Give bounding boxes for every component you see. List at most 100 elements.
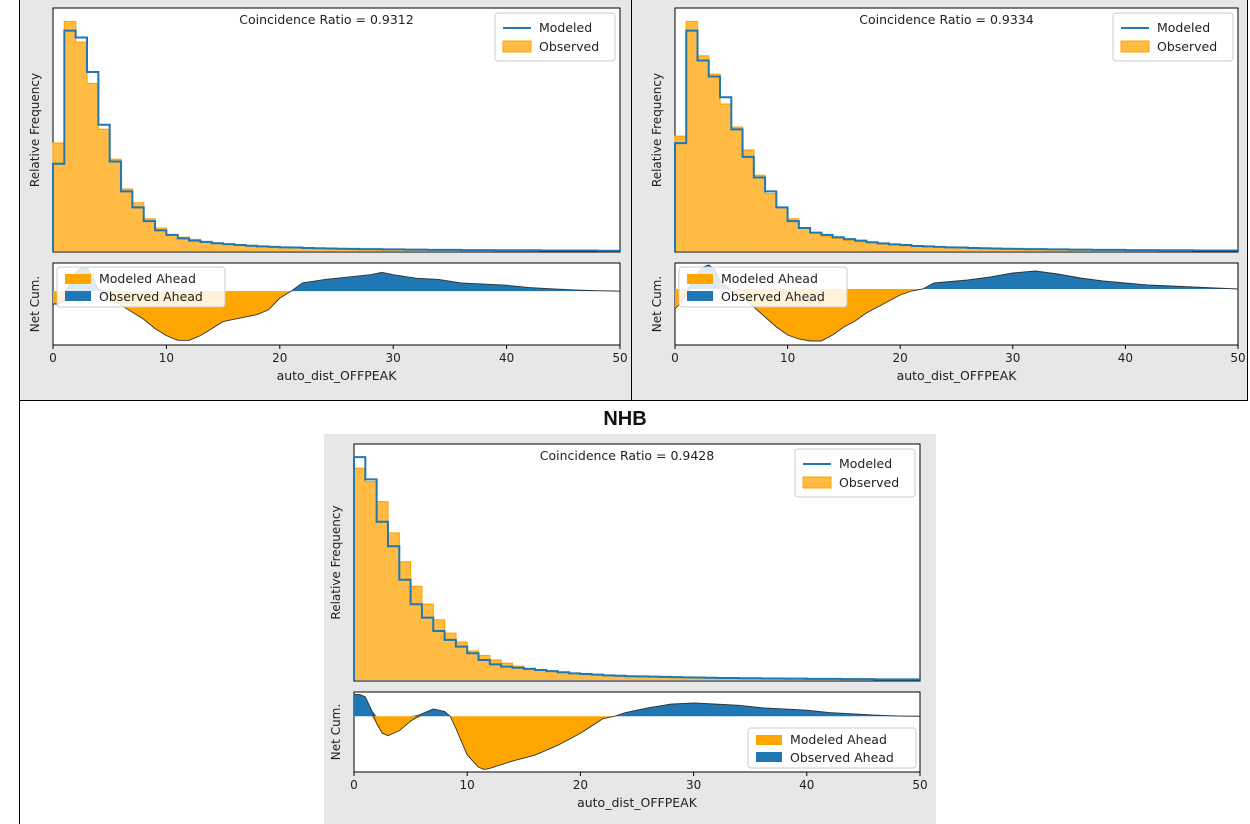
ylabel-net-cum: Net Cum. [329, 704, 343, 760]
coincidence-ratio-label: Coincidence Ratio = 0.9334 [859, 12, 1033, 27]
legend-observed-ahead-swatch [65, 291, 91, 301]
observed-bar [708, 74, 721, 252]
observed-bar [433, 619, 445, 680]
modeled-line [52, 29, 621, 252]
observed-bar [1001, 248, 1014, 251]
x-tick-label: 10 [460, 778, 475, 792]
chart-panel-top-left: Coincidence Ratio = 0.9312 Modeled Observe… [20, 0, 631, 400]
observed-bar [821, 235, 833, 251]
observed-bar [810, 232, 822, 251]
observed-bar [591, 674, 604, 680]
observed-bar [945, 247, 957, 251]
x-tick-label: 30 [1005, 351, 1020, 365]
frame-right-top [1247, 0, 1248, 401]
modeled-ahead-area [354, 716, 920, 770]
chart-svg: Coincidence Ratio = 0.9312 Modeled Observe… [28, 7, 628, 383]
observed-bar [659, 677, 672, 680]
ylabel-net-cum: Net Cum. [650, 276, 664, 332]
chart-svg: Coincidence Ratio = 0.9428 Modeled Observe… [329, 443, 928, 810]
legend-observed-label: Observed [539, 39, 599, 54]
legend-bottom [56, 266, 226, 308]
observed-bar [257, 246, 269, 251]
xlabel-auto-dist-offpeak: auto_dist_OFFPEAK [897, 368, 1018, 383]
legend-modeled-ahead-swatch [756, 735, 782, 745]
xlabel-auto-dist-offpeak: auto_dist_OFFPEAK [277, 368, 398, 383]
observed-bar [704, 677, 717, 680]
observed-bar [365, 481, 377, 680]
observed-bar [455, 642, 468, 680]
observed-bar [776, 207, 788, 251]
observed-bar [421, 604, 434, 680]
legend-modeled-ahead-label: Modeled Ahead [721, 271, 818, 286]
observed-bar [877, 244, 890, 251]
observed-bar [132, 202, 145, 251]
observed-bar [336, 248, 349, 251]
legend-modeled-ahead-label: Modeled Ahead [790, 732, 887, 747]
legend-observed-ahead-swatch [687, 291, 713, 301]
observed-bar [866, 242, 878, 251]
x-tick-label: 0 [350, 778, 358, 792]
ylabel-relative-frequency: Relative Frequency [28, 73, 42, 187]
observed-bar [720, 104, 732, 251]
legend-modeled-label: Modeled [839, 456, 892, 471]
frame-left [19, 0, 20, 824]
modeled-line [674, 29, 1239, 252]
observed-bar [535, 670, 547, 680]
x-tick-label: 40 [499, 351, 514, 365]
observed-bar [569, 673, 581, 680]
legend-modeled-label: Modeled [1157, 20, 1210, 35]
x-tick-label: 20 [893, 351, 908, 365]
observed-bar [580, 674, 593, 680]
observed-bar [557, 672, 570, 680]
observed-bar [731, 127, 743, 251]
observed-bar [410, 586, 423, 680]
observed-bar [467, 651, 479, 680]
legend-observed-ahead-label: Observed Ahead [790, 750, 894, 765]
observed-bar [223, 244, 235, 251]
observed-bar [682, 677, 694, 680]
legend-bottom [747, 727, 917, 769]
legend-bottom [678, 266, 848, 308]
ylabel-net-cum: Net Cum. [28, 276, 42, 332]
observed-bar [268, 246, 281, 251]
legend-observed-label: Observed [1157, 39, 1217, 54]
chart-panel-bottom-center: Coincidence Ratio = 0.9428 Modeled Observe… [324, 434, 936, 824]
observed-bar [501, 663, 513, 680]
observed-bar [686, 21, 698, 251]
observed-bar [727, 678, 740, 680]
chart-panel-top-right: Coincidence Ratio = 0.9334 Modeled Observe… [632, 0, 1247, 400]
observed-bar [716, 677, 728, 680]
observed-ahead-area [53, 267, 620, 292]
observed-bar [675, 136, 687, 251]
legend-observed-ahead-label: Observed Ahead [99, 289, 203, 304]
observed-bar [313, 248, 326, 251]
observed-bar [291, 247, 303, 251]
observed-bar [166, 234, 179, 251]
observed-bar [155, 228, 167, 251]
chart-svg: Coincidence Ratio = 0.9334 Modeled Observe… [650, 7, 1246, 383]
observed-bar [444, 633, 457, 680]
coincidence-ratio-label: Coincidence Ratio = 0.9428 [540, 448, 714, 463]
observed-bar [200, 241, 213, 251]
observed-bar [603, 675, 615, 680]
observed-bar [922, 246, 935, 251]
x-tick-label: 10 [780, 351, 795, 365]
observed-bar [990, 248, 1002, 251]
observed-bar [189, 239, 201, 251]
observed-bar [302, 248, 315, 251]
observed-ahead-area [675, 265, 1238, 289]
observed-bar [956, 247, 969, 251]
observed-bar [211, 242, 224, 251]
observed-bar [637, 676, 649, 680]
legend-observed-swatch [1120, 40, 1150, 53]
observed-bar [399, 561, 411, 680]
legend-modeled-label: Modeled [539, 20, 592, 35]
observed-bar [478, 655, 491, 680]
x-tick-label: 30 [686, 778, 701, 792]
observed-bar [798, 228, 811, 251]
observed-bar [979, 248, 991, 251]
section-title: NHB [603, 408, 647, 430]
ylabel-relative-frequency: Relative Frequency [650, 73, 664, 187]
x-tick-label: 20 [272, 351, 287, 365]
observed-series [53, 21, 621, 252]
